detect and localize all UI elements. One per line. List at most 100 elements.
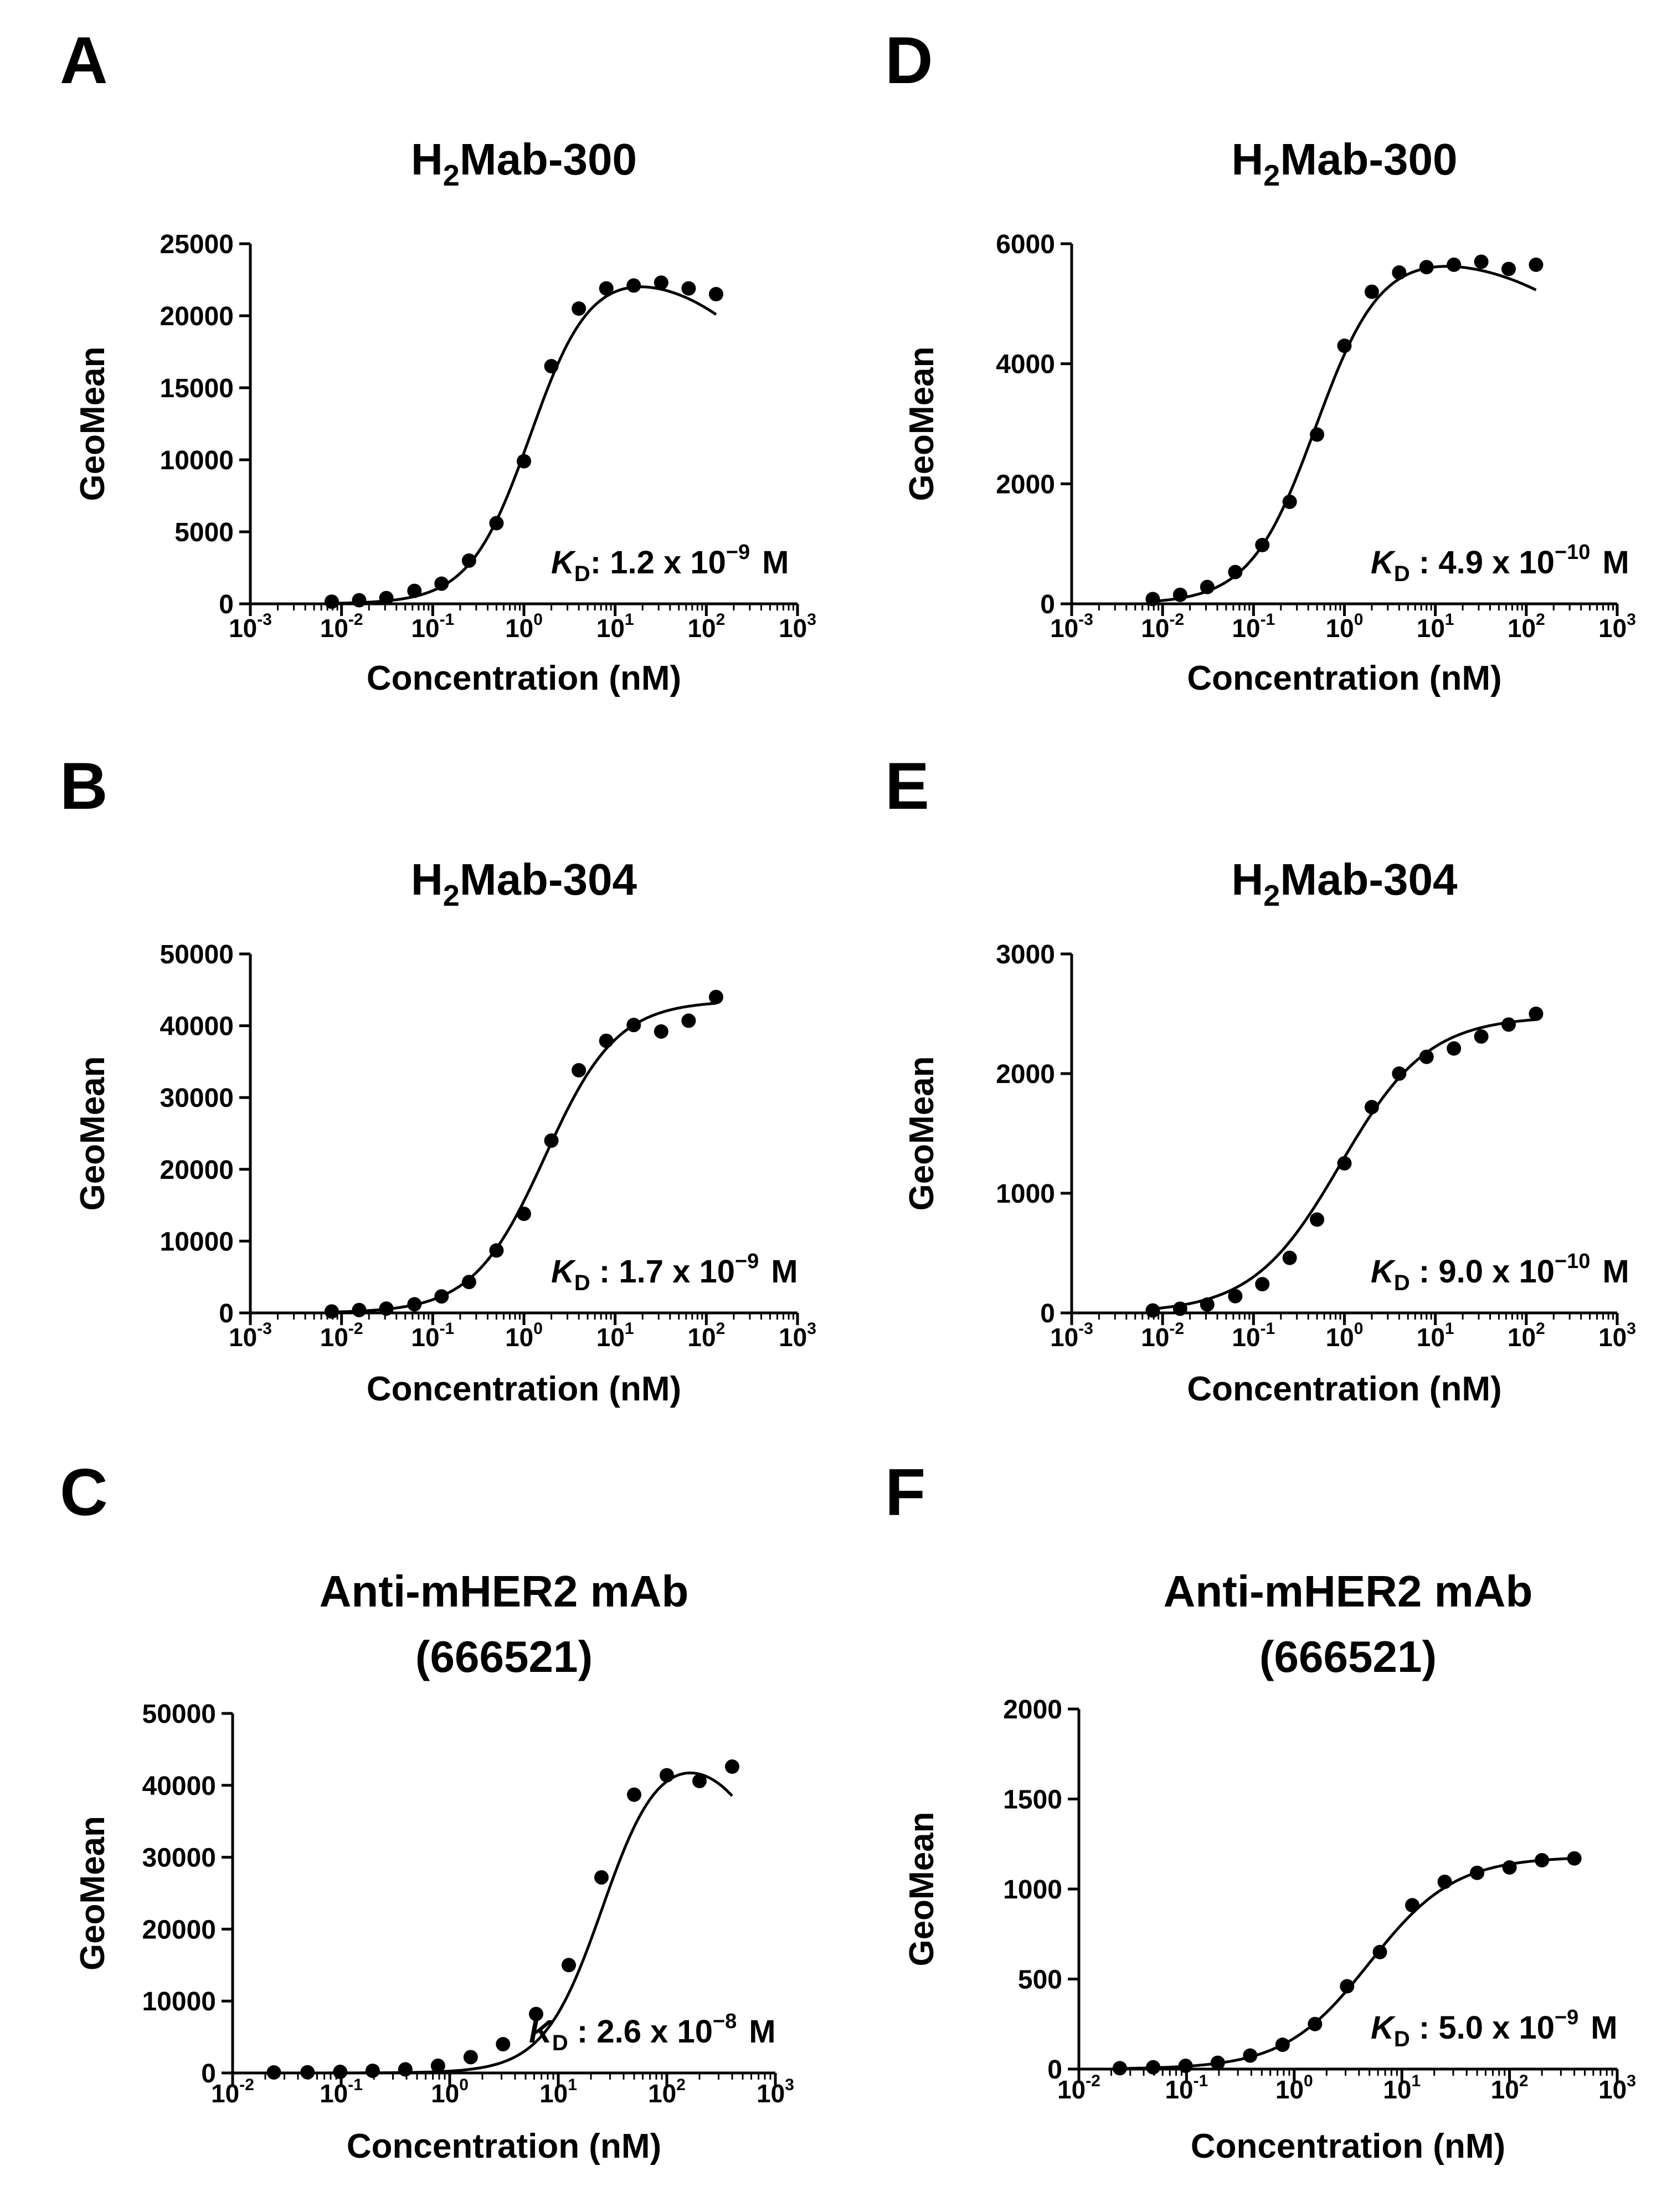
x-tick-label: 103 xyxy=(1598,610,1636,643)
x-tick-base: 10 xyxy=(648,2079,676,2108)
data-point xyxy=(517,1207,531,1222)
x-tick-exponent: -3 xyxy=(257,610,272,629)
x-tick-base: 10 xyxy=(229,1323,257,1352)
x-tick-label: 102 xyxy=(1508,1320,1545,1352)
data-point xyxy=(324,594,339,609)
kd-unit: M xyxy=(1602,545,1629,581)
x-tick-base: 10 xyxy=(211,2079,239,2108)
chart-panel-b: BH2Mab-3040100002000030000400005000010-3… xyxy=(60,749,816,1408)
x-tick-base: 10 xyxy=(505,1323,533,1352)
kd-annotation: KD : 1.7 x 10−9 M xyxy=(551,1250,798,1295)
y-tick-label: 10000 xyxy=(160,1227,234,1256)
data-point xyxy=(1282,494,1297,509)
x-tick-base: 10 xyxy=(1326,614,1354,643)
data-point xyxy=(1470,1865,1485,1880)
data-point xyxy=(626,278,641,293)
chart-title-rest: Mab-304 xyxy=(460,855,637,904)
x-tick-exponent: 3 xyxy=(1627,2072,1636,2090)
x-tick-base: 10 xyxy=(1050,614,1078,643)
data-point xyxy=(1200,1297,1215,1312)
y-tick-label: 40000 xyxy=(142,1772,216,1801)
y-tick-label: 20000 xyxy=(142,1915,216,1944)
data-point xyxy=(1145,592,1160,607)
data-point xyxy=(1112,2061,1127,2076)
x-tick-label: 103 xyxy=(757,2076,794,2108)
data-point xyxy=(528,2006,543,2021)
kd-unit: M xyxy=(762,545,789,581)
data-point xyxy=(1419,260,1434,275)
data-point xyxy=(1210,2055,1225,2070)
kd-symbol: K xyxy=(1371,2010,1396,2046)
x-tick-exponent: 2 xyxy=(716,1320,726,1338)
kd-value: : 1.2 x 10 xyxy=(590,545,726,581)
kd-exponent: −9 xyxy=(735,1250,759,1273)
kd-subscript: D xyxy=(574,1271,590,1295)
data-point xyxy=(626,1787,641,1802)
kd-unit: M xyxy=(749,2014,775,2050)
data-point xyxy=(660,1768,674,1783)
x-tick-exponent: 0 xyxy=(459,2076,469,2094)
chart-title-main: H xyxy=(411,135,443,184)
x-tick-exponent: -3 xyxy=(1078,1320,1093,1338)
data-point xyxy=(1364,1100,1379,1115)
data-point xyxy=(379,591,394,605)
kd-value: : 5.0 x 10 xyxy=(1410,2010,1555,2046)
chart-title: H2Mab-300 xyxy=(411,135,637,192)
kd-exponent: −9 xyxy=(1555,2006,1578,2029)
kd-annotation: KD : 2.6 x 10−8 M xyxy=(529,2010,776,2055)
x-tick-base: 10 xyxy=(320,1323,348,1352)
y-tick-label: 50000 xyxy=(160,940,234,969)
x-tick-label: 100 xyxy=(1326,610,1364,643)
data-point xyxy=(1228,564,1243,579)
kd-subscript: D xyxy=(1394,562,1410,586)
data-point xyxy=(1172,1301,1187,1316)
kd-unit: M xyxy=(1591,2010,1617,2046)
kd-unit: M xyxy=(1602,1254,1629,1290)
x-tick-base: 10 xyxy=(687,614,716,643)
x-tick-label: 10-1 xyxy=(411,1320,454,1352)
chart-title: H2Mab-300 xyxy=(1232,135,1458,192)
y-tick-label: 20000 xyxy=(160,1156,234,1185)
data-point xyxy=(572,1063,587,1077)
y-tick-label: 0 xyxy=(219,1299,234,1328)
y-axis-label: GeoMean xyxy=(74,346,112,501)
data-point xyxy=(1282,1250,1297,1265)
data-point xyxy=(1437,1875,1452,1889)
kd-subscript: D xyxy=(552,2031,568,2055)
kd-value: : 2.6 x 10 xyxy=(568,2014,713,2050)
data-point xyxy=(365,2064,380,2078)
x-tick-label: 10-3 xyxy=(1050,1320,1093,1352)
y-tick-label: 25000 xyxy=(160,230,234,259)
x-tick-exponent: 1 xyxy=(1445,610,1454,629)
data-point xyxy=(1243,2048,1258,2063)
x-tick-base: 10 xyxy=(1491,2075,1519,2104)
x-tick-exponent: 2 xyxy=(676,2076,686,2094)
x-tick-exponent: 1 xyxy=(625,1320,634,1338)
kd-annotation: KD: 1.2 x 10−9 M xyxy=(551,541,789,586)
data-point xyxy=(1337,338,1352,353)
x-tick-label: 10-3 xyxy=(229,1320,272,1352)
data-point xyxy=(407,583,422,598)
x-tick-label: 102 xyxy=(648,2076,686,2108)
x-tick-exponent: -2 xyxy=(1086,2072,1100,2090)
x-tick-label: 101 xyxy=(596,610,634,643)
x-tick-base: 10 xyxy=(1598,1323,1627,1352)
x-tick-exponent: 2 xyxy=(716,610,726,629)
data-point xyxy=(1228,1289,1243,1303)
x-tick-exponent: 1 xyxy=(568,2076,577,2094)
x-tick-label: 101 xyxy=(539,2076,577,2108)
data-point xyxy=(1501,261,1516,276)
y-tick-label: 30000 xyxy=(142,1844,216,1873)
kd-subscript: D xyxy=(574,562,590,586)
x-tick-base: 10 xyxy=(1383,2075,1411,2104)
data-point xyxy=(517,454,531,469)
x-tick-exponent: -1 xyxy=(1194,2072,1208,2090)
data-point xyxy=(1145,1303,1160,1318)
x-tick-label: 103 xyxy=(779,1320,816,1352)
data-point xyxy=(379,1301,394,1316)
kd-annotation: KD : 4.9 x 10−10 M xyxy=(1371,541,1629,586)
x-tick-label: 10-1 xyxy=(1232,1320,1275,1352)
data-point xyxy=(430,2059,445,2074)
y-tick-label: 40000 xyxy=(160,1012,234,1041)
